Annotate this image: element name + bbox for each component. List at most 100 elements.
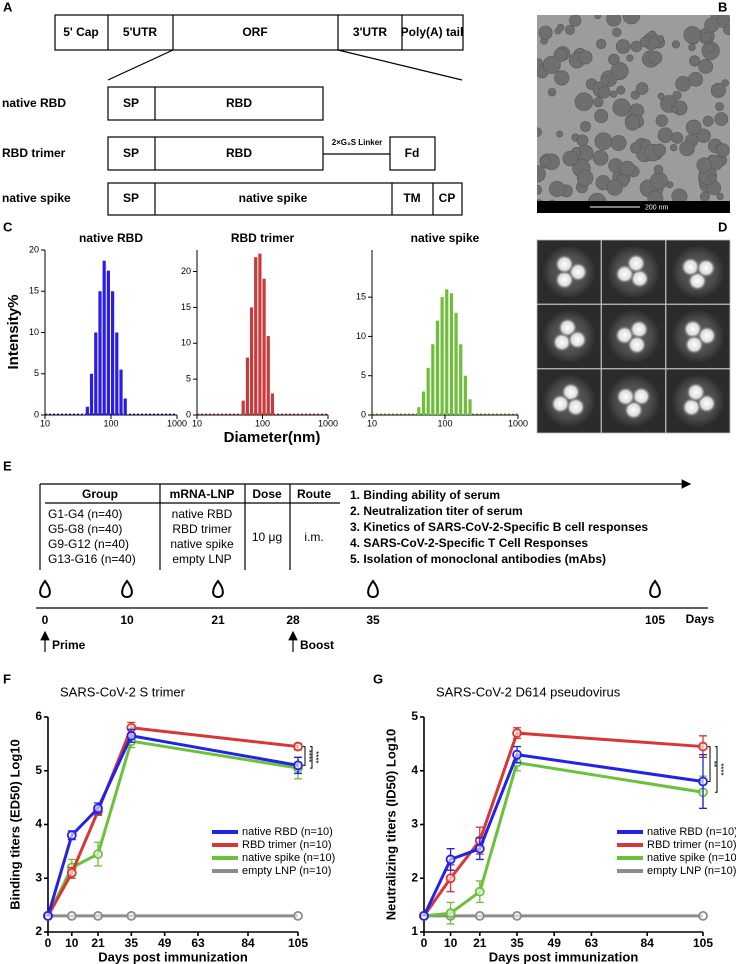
class-averages — [536, 239, 731, 434]
y-tick-label: 3 — [411, 817, 418, 831]
y-axis-label: Binding titers (ED50) Log10 — [7, 739, 22, 909]
y-tick-label: 5 — [186, 374, 191, 384]
y-tick-label: 5 — [411, 709, 418, 723]
data-point — [445, 873, 456, 884]
data-point — [66, 830, 77, 841]
particle — [574, 92, 594, 111]
readout: 3. Kinetics of SARS-CoV-2-Specific B cel… — [350, 520, 648, 534]
blob — [629, 319, 650, 340]
particle — [576, 169, 594, 187]
particle — [624, 115, 641, 131]
particle — [630, 90, 640, 100]
bar — [115, 332, 119, 415]
particle — [714, 112, 729, 126]
panel-label: F — [3, 671, 11, 686]
particle — [538, 25, 553, 40]
x-tick-label: 63 — [585, 936, 599, 950]
y-tick-label: 1 — [411, 924, 418, 938]
particle — [705, 43, 715, 53]
timeline: 0 10 21 28 35 105 — [39, 579, 665, 627]
data-point — [93, 803, 103, 814]
bar — [98, 291, 102, 415]
particle — [696, 128, 711, 143]
data-point — [512, 910, 522, 921]
x-axis-label: Diameter(nm) — [224, 429, 321, 446]
particle — [683, 26, 702, 44]
particle — [685, 119, 702, 136]
particle — [610, 135, 627, 151]
significance-bracket — [303, 746, 306, 766]
particle — [657, 92, 665, 100]
row-label: native RBD — [2, 96, 66, 110]
particle — [537, 165, 546, 183]
x-tick-label: 63 — [191, 936, 205, 950]
blob — [554, 269, 575, 290]
vaccination-drop — [649, 579, 661, 599]
x-tick-label: 100 — [103, 418, 118, 428]
element-label: 5' Cap — [63, 25, 99, 39]
y-tick-label: 10 — [181, 338, 191, 348]
data-point — [126, 730, 137, 741]
bar — [440, 297, 444, 415]
particle — [547, 88, 557, 97]
bar — [454, 312, 458, 415]
particle — [593, 97, 604, 108]
particle — [578, 50, 593, 65]
table-cell: native spike — [170, 537, 234, 551]
particle — [650, 171, 668, 190]
blob — [615, 386, 636, 407]
part-label: SP — [123, 191, 139, 205]
x-tick-label: 1000 — [508, 418, 528, 428]
boost-label: Boost — [300, 638, 334, 652]
particle — [696, 157, 712, 173]
particle — [556, 130, 563, 138]
x-tick-label: 21 — [91, 936, 105, 950]
bar — [94, 332, 98, 415]
part-label: native spike — [239, 191, 308, 205]
data-point — [293, 760, 303, 771]
prime-label: Prime — [52, 638, 86, 652]
y-tick-label: 0 — [361, 409, 366, 419]
legend-label: RBD trimer (n=10) — [242, 839, 332, 851]
particle — [653, 143, 667, 157]
particle — [688, 43, 696, 52]
bar — [459, 344, 463, 415]
particle — [656, 35, 665, 43]
bar — [431, 344, 435, 415]
y-tick-label: 0 — [34, 409, 39, 419]
panel-label: C — [3, 219, 13, 234]
blob — [696, 258, 717, 279]
data-point — [698, 741, 708, 752]
y-axis-label: Intensity% — [5, 294, 22, 369]
panel-label: D — [718, 219, 727, 234]
particle — [569, 15, 582, 27]
particle — [701, 31, 712, 43]
x-tick-label: 35 — [125, 936, 139, 950]
panel-label: B — [718, 0, 727, 14]
blob — [681, 397, 702, 418]
bar — [435, 320, 440, 415]
bar — [258, 253, 262, 415]
readout: 1. Binding ability of serum — [350, 488, 500, 502]
data-point — [698, 776, 708, 787]
blob — [554, 254, 575, 275]
particle — [721, 79, 729, 87]
blob — [626, 334, 647, 355]
vaccination-drop — [212, 579, 224, 599]
day-label: 105 — [645, 613, 665, 627]
day-label: 0 — [42, 613, 49, 627]
x-tick-label: 105 — [288, 936, 308, 950]
data-point — [43, 910, 53, 921]
particle — [606, 179, 623, 196]
y-axis-label: Neutralizing titers (ID50) Log10 — [383, 729, 398, 920]
bar — [421, 391, 426, 415]
x-tick-label: 100 — [255, 418, 270, 428]
vaccination-drop — [367, 579, 379, 599]
significance-label: ** — [709, 761, 718, 767]
particle — [715, 102, 724, 112]
particle — [629, 142, 642, 154]
data-point — [445, 854, 456, 865]
x-tick-label: 35 — [510, 936, 524, 950]
data-point — [93, 910, 103, 921]
bar — [463, 375, 467, 415]
